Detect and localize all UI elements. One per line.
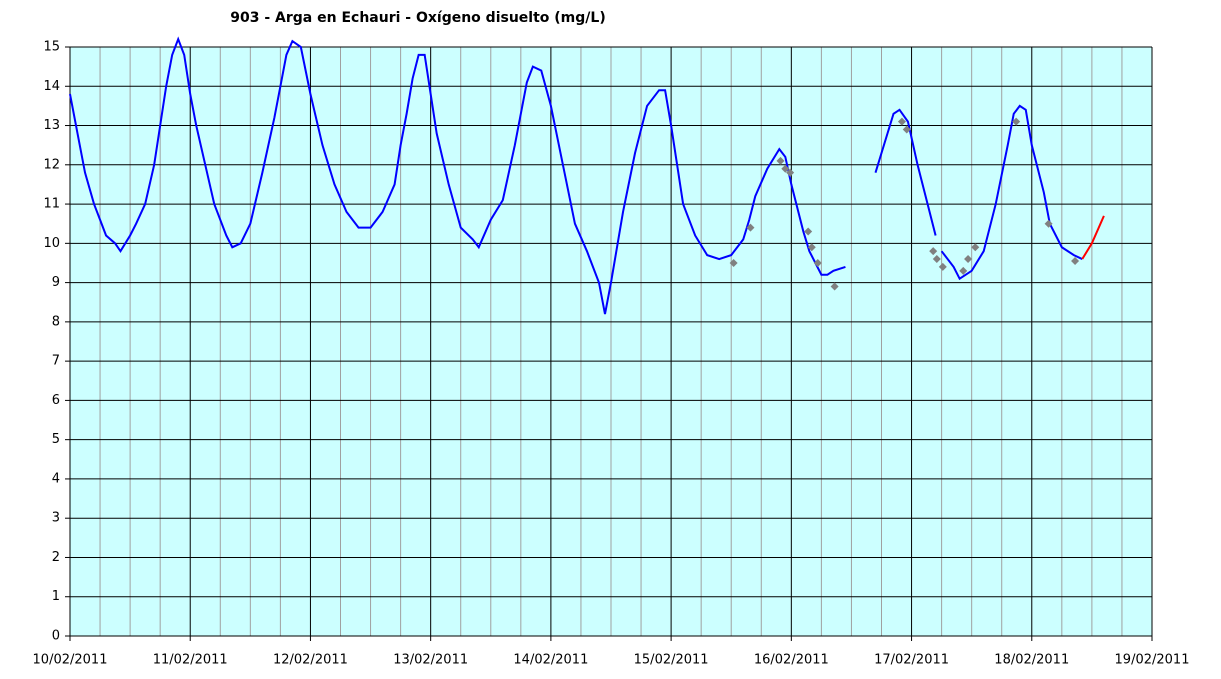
data-point	[902, 125, 911, 134]
y-tick-label: 12	[43, 157, 60, 172]
data-point	[813, 258, 822, 267]
x-tick-label: 13/02/2011	[393, 653, 468, 668]
y-tick-label: 11	[43, 197, 60, 212]
y-tick-label: 8	[52, 314, 60, 329]
y-tick-label: 14	[43, 79, 60, 94]
data-point	[938, 262, 947, 271]
x-tick-label: 15/02/2011	[634, 653, 709, 668]
data-point	[729, 258, 738, 267]
data-point	[897, 117, 906, 126]
data-point	[776, 156, 785, 165]
y-tick-label: 0	[52, 629, 60, 644]
x-tick-label: 11/02/2011	[153, 653, 228, 668]
y-tick-label: 15	[43, 40, 60, 55]
y-tick-label: 2	[52, 550, 60, 565]
x-tick-label: 14/02/2011	[513, 653, 588, 668]
x-tick-label: 10/02/2011	[33, 653, 108, 668]
x-tick-label: 16/02/2011	[754, 653, 829, 668]
data-point	[959, 266, 968, 275]
data-point	[781, 164, 790, 173]
data-point	[964, 255, 973, 264]
data-point	[746, 223, 755, 232]
data-point	[971, 243, 980, 252]
data-line	[1081, 215, 1105, 260]
x-tick-label: 18/02/2011	[994, 653, 1069, 668]
data-point	[786, 168, 795, 177]
y-tick-label: 7	[52, 354, 60, 369]
y-tick-label: 1	[52, 589, 60, 604]
x-tick-label: 17/02/2011	[874, 653, 949, 668]
data-line	[69, 36, 1083, 315]
chart-title: 903 - Arga en Echauri - Oxígeno disuelto…	[230, 10, 605, 26]
x-tick-label: 19/02/2011	[1115, 653, 1190, 668]
x-tick-label: 12/02/2011	[273, 653, 348, 668]
data-point	[830, 282, 839, 291]
y-tick-label: 6	[52, 393, 60, 408]
data-point	[932, 255, 941, 264]
y-tick-label: 3	[52, 511, 60, 526]
data-point	[1012, 117, 1021, 126]
y-tick-label: 4	[52, 471, 60, 486]
y-tick-label: 13	[43, 118, 60, 133]
y-tick-label: 9	[52, 275, 60, 290]
data-point	[804, 227, 813, 236]
data-point	[929, 247, 938, 256]
data-point	[807, 243, 816, 252]
data-point	[1071, 257, 1080, 266]
y-tick-label: 5	[52, 432, 60, 447]
y-tick-label: 10	[43, 236, 60, 251]
data-point	[1044, 219, 1053, 228]
